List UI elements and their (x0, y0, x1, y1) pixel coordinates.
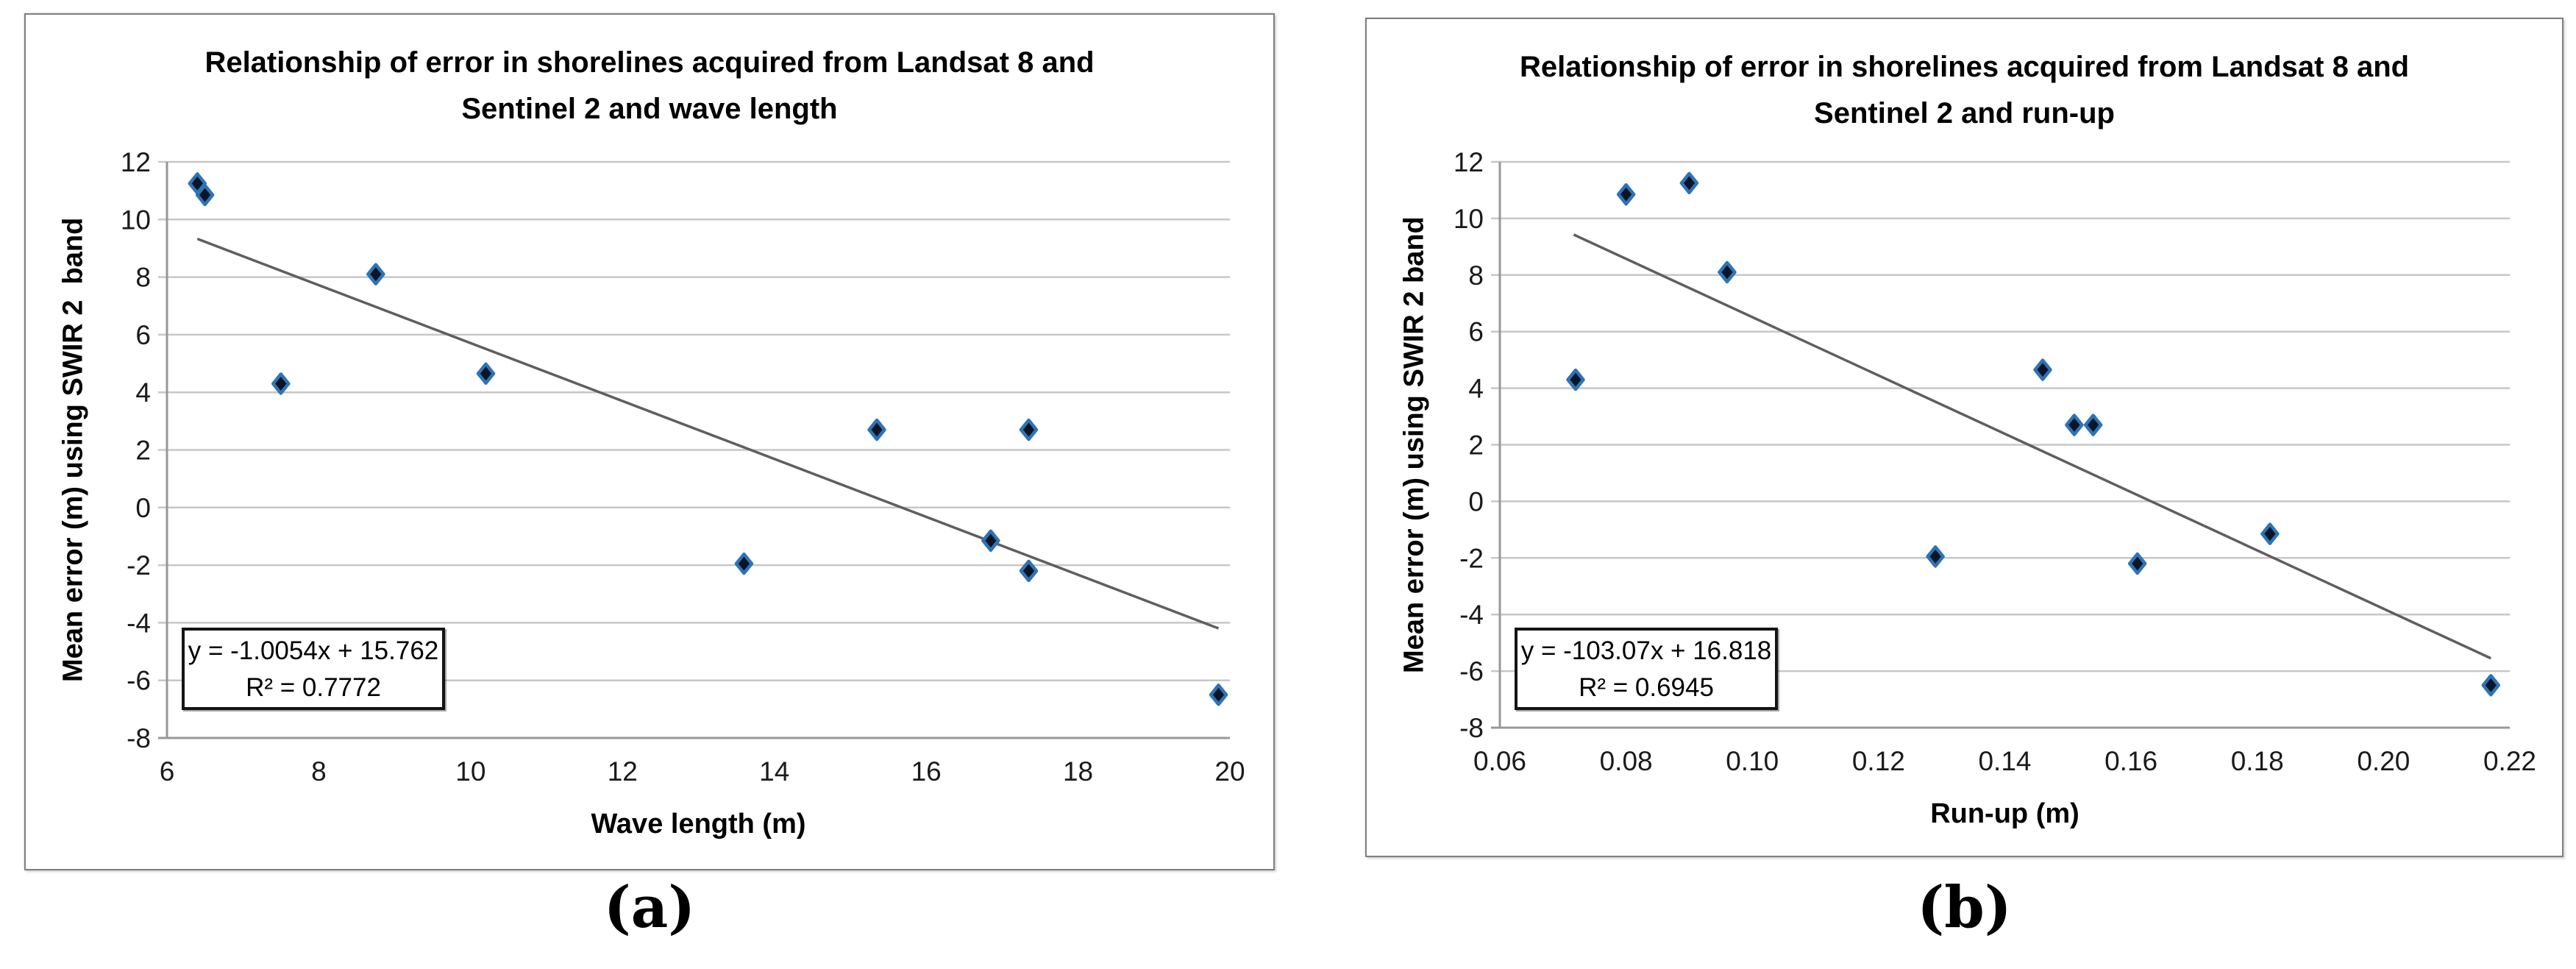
data-point-marker (195, 183, 215, 207)
data-point-marker (1019, 418, 1039, 441)
x-tick-label: 0.22 (2483, 746, 2536, 776)
y-tick-label: 8 (1468, 260, 1484, 291)
x-tick-label: 6 (160, 756, 175, 787)
chart-title-line1: Relationship of error in shorelines acqu… (1519, 51, 2410, 83)
x-tick-label: 16 (911, 756, 942, 787)
data-point-marker (271, 372, 291, 395)
x-tick-label: 0.18 (2231, 746, 2284, 776)
trendline-equation: y = -1.0054x + 15.762 (188, 636, 439, 665)
trendline-equation: y = -103.07x + 16.818 (1520, 636, 1772, 665)
y-tick-label: -8 (1459, 713, 1484, 743)
x-tick-label: 0.16 (2104, 746, 2157, 776)
y-tick-label: 6 (1468, 317, 1484, 347)
chart-title-line2: Sentinel 2 and run-up (1814, 97, 2115, 129)
x-tick-label: 0.12 (1852, 746, 1905, 776)
y-tick-label: 8 (135, 263, 151, 293)
y-tick-label: 2 (135, 436, 151, 466)
data-point-marker (867, 418, 886, 441)
y-tick-label: 4 (1468, 374, 1484, 404)
x-tick-label: 0.14 (1978, 746, 2031, 776)
x-tick-label: 8 (311, 756, 327, 787)
y-tick-label: -4 (1459, 600, 1484, 630)
y-tick-label: 12 (121, 147, 151, 177)
data-point-marker (2127, 552, 2147, 575)
x-tick-label: 0.20 (2357, 746, 2410, 776)
plot-area: 12 10 8 6 4 2 0 -2 -4 -6 -80.06 0.08 0.10 0.12 0.14 0.1… (1454, 147, 2536, 776)
y-tick-label: 10 (1454, 204, 1484, 234)
data-point-marker (1616, 182, 1636, 206)
y-tick-label: 10 (121, 205, 151, 235)
y-tick-label: -2 (127, 550, 151, 581)
r-squared-value: R² = 0.6945 (1579, 673, 1714, 702)
data-point-marker (1926, 545, 1945, 568)
data-point-marker (366, 263, 385, 285)
y-tick-label: 2 (1468, 430, 1484, 461)
y-tick-label: -2 (1459, 543, 1484, 573)
x-tick-label: 14 (759, 756, 789, 787)
data-point-marker (2083, 413, 2103, 436)
data-point-marker (2065, 413, 2084, 436)
x-tick-label: 10 (455, 756, 485, 787)
data-point-marker (476, 362, 496, 386)
chart-runup: Relationship of error in shorelines acqu… (1365, 18, 2563, 857)
x-axis-title: Wave length (m) (591, 809, 806, 840)
data-point-marker (734, 552, 754, 575)
data-point-marker (1679, 171, 1699, 195)
data-point-marker (2260, 522, 2280, 545)
y-tick-label: -8 (127, 723, 151, 753)
data-point-marker (981, 529, 1000, 553)
trendline (1573, 233, 2491, 660)
x-tick-label: 20 (1214, 756, 1245, 787)
y-tick-label: -4 (127, 608, 151, 638)
caption-b: (b) (1917, 874, 2012, 941)
equation-box: y = -1.0054x + 15.762 R² = 0.7772 (182, 628, 445, 710)
y-tick-label: -6 (1459, 656, 1484, 686)
y-tick-label: 6 (135, 320, 151, 350)
x-tick-label: 0.10 (1726, 746, 1779, 776)
chart-wavelength: Relationship of error in shorelines acqu… (24, 13, 1275, 870)
chart-title-line1: Relationship of error in shorelines acqu… (204, 46, 1095, 79)
chart-title: Relationship of error in shorelines acqu… (26, 40, 1273, 132)
data-point-marker (1209, 684, 1228, 706)
data-point-marker (1718, 260, 1737, 284)
x-tick-label: 0.06 (1473, 746, 1526, 776)
data-point-marker (2481, 674, 2501, 697)
equation-box: y = -103.07x + 16.818 R² = 0.6945 (1515, 628, 1778, 710)
data-point-marker (2033, 358, 2052, 381)
x-axis-title: Run-up (m) (1930, 798, 2079, 829)
y-tick-label: 4 (135, 377, 151, 408)
r-squared-value: R² = 0.7772 (246, 673, 381, 702)
data-point-marker (1019, 559, 1039, 583)
y-tick-label: -6 (127, 666, 151, 696)
caption-a: (a) (603, 874, 696, 941)
y-tick-label: 0 (135, 493, 151, 523)
y-tick-label: 0 (1468, 486, 1484, 517)
data-point-marker (1566, 368, 1585, 391)
trendline (196, 237, 1220, 630)
x-tick-label: 18 (1063, 756, 1093, 787)
x-tick-label: 0.08 (1600, 746, 1653, 776)
chart-title-line2: Sentinel 2 and wave length (461, 93, 838, 125)
y-tick-label: 12 (1454, 147, 1484, 177)
x-tick-label: 12 (608, 756, 638, 787)
chart-title: Relationship of error in shorelines acqu… (1367, 44, 2562, 137)
